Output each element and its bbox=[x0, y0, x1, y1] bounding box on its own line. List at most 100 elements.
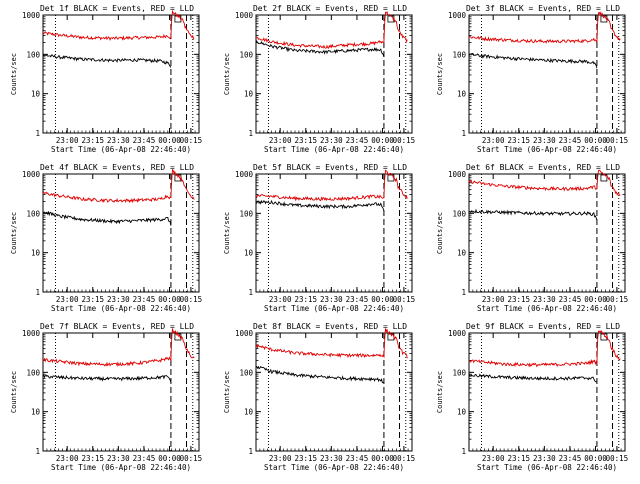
panel-det-6: Det 6f BLACK = Events, RED = LLD 1 10 100 10… bbox=[436, 163, 628, 313]
y-tick-label: 10 bbox=[457, 408, 467, 417]
panel-det-4: Det 4f BLACK = Events, RED = LLD 1 10 100 10… bbox=[10, 163, 202, 313]
plot-frame bbox=[255, 14, 413, 134]
panel-title: Det 4f BLACK = Events, RED = LLD bbox=[40, 163, 194, 172]
x-tick-label: 23:30 bbox=[533, 136, 556, 145]
panel-title: Det 9f BLACK = Events, RED = LLD bbox=[466, 322, 620, 331]
panel-det-9: Det 9f BLACK = Events, RED = LLD 1 10 100 10… bbox=[436, 322, 628, 472]
x-tick-label: 23:30 bbox=[533, 295, 556, 304]
y-tick-label: 1 bbox=[248, 447, 253, 456]
y-tick-label: 10 bbox=[31, 408, 41, 417]
panel-det-8: Det 8f BLACK = Events, RED = LLD 1 10 100 10… bbox=[223, 322, 415, 472]
x-tick-label: 00:15 bbox=[393, 136, 416, 145]
x-tick-label: 23:45 bbox=[559, 454, 582, 463]
plot-frame bbox=[42, 332, 200, 452]
x-tick-label: 00:00 bbox=[371, 454, 394, 463]
x-axis-label: Start Time (06-Apr-08 22:46:40) bbox=[51, 463, 191, 472]
y-tick-label: 100 bbox=[26, 50, 40, 59]
x-tick-label: 23:15 bbox=[507, 295, 530, 304]
x-axis-label: Start Time (06-Apr-08 22:46:40) bbox=[264, 304, 404, 313]
x-tick-label: 23:45 bbox=[559, 136, 582, 145]
panel-det-3: Det 3f BLACK = Events, RED = LLD 1 10 100 10… bbox=[436, 4, 628, 154]
y-tick-label: 1 bbox=[248, 288, 253, 297]
plot-frame bbox=[468, 332, 626, 452]
y-axis-label: Counts/sec bbox=[223, 212, 231, 254]
x-tick-label: 23:30 bbox=[107, 136, 130, 145]
x-tick-label: 00:15 bbox=[606, 295, 629, 304]
series-events-line bbox=[468, 208, 598, 221]
series-events-line bbox=[42, 374, 172, 383]
series-lld-line bbox=[468, 330, 621, 368]
y-axis-label: Counts/sec bbox=[10, 371, 18, 413]
x-tick-label: 23:30 bbox=[107, 295, 130, 304]
panel-title: Det 8f BLACK = Events, RED = LLD bbox=[253, 322, 407, 331]
x-tick-label: 23:00 bbox=[56, 295, 79, 304]
series-events-line bbox=[42, 54, 172, 68]
y-axis-label: Counts/sec bbox=[223, 371, 231, 413]
x-tick-label: 23:00 bbox=[56, 136, 79, 145]
y-tick-label: 100 bbox=[239, 209, 253, 218]
y-tick-label: 1000 bbox=[448, 329, 467, 338]
series-lld-line bbox=[42, 328, 195, 368]
y-tick-label: 1 bbox=[461, 129, 466, 138]
series-events-line bbox=[468, 52, 598, 69]
plot-frame bbox=[468, 14, 626, 134]
x-tick-label: 23:00 bbox=[482, 295, 505, 304]
series-events-line bbox=[42, 210, 172, 226]
series-events-line bbox=[255, 199, 385, 212]
x-tick-label: 00:15 bbox=[606, 136, 629, 145]
x-tick-label: 00:15 bbox=[606, 454, 629, 463]
y-axis-label: Counts/sec bbox=[436, 53, 444, 95]
x-tick-label: 23:00 bbox=[269, 295, 292, 304]
panel-title: Det 3f BLACK = Events, RED = LLD bbox=[466, 4, 620, 13]
y-tick-label: 1000 bbox=[448, 11, 467, 20]
y-tick-label: 10 bbox=[457, 249, 467, 258]
x-tick-label: 23:30 bbox=[107, 454, 130, 463]
x-tick-label: 23:30 bbox=[320, 295, 343, 304]
series-lld-line bbox=[255, 10, 408, 49]
series-lld-line bbox=[468, 11, 621, 44]
x-tick-label: 00:15 bbox=[180, 295, 203, 304]
y-tick-label: 1000 bbox=[22, 170, 41, 179]
y-tick-label: 10 bbox=[31, 90, 41, 99]
y-axis-label: Counts/sec bbox=[10, 53, 18, 95]
x-tick-label: 00:00 bbox=[584, 454, 607, 463]
x-tick-label: 23:45 bbox=[346, 136, 369, 145]
y-tick-label: 1 bbox=[35, 447, 40, 456]
series-events-line bbox=[468, 373, 598, 383]
x-tick-label: 23:45 bbox=[133, 295, 156, 304]
plot-frame bbox=[255, 173, 413, 293]
x-tick-label: 23:30 bbox=[320, 136, 343, 145]
x-axis-label: Start Time (06-Apr-08 22:46:40) bbox=[51, 304, 191, 313]
x-axis-label: Start Time (06-Apr-08 22:46:40) bbox=[51, 145, 191, 154]
x-axis-label: Start Time (06-Apr-08 22:46:40) bbox=[477, 304, 617, 313]
plot-frame bbox=[468, 173, 626, 293]
y-tick-label: 1000 bbox=[235, 170, 254, 179]
y-tick-label: 1 bbox=[35, 129, 40, 138]
y-tick-label: 100 bbox=[452, 50, 466, 59]
y-tick-label: 1 bbox=[248, 129, 253, 138]
x-tick-label: 00:00 bbox=[584, 136, 607, 145]
x-axis-label: Start Time (06-Apr-08 22:46:40) bbox=[264, 145, 404, 154]
series-lld-line bbox=[42, 9, 195, 41]
y-tick-label: 100 bbox=[26, 368, 40, 377]
plot-frame bbox=[42, 14, 200, 134]
x-tick-label: 00:15 bbox=[180, 136, 203, 145]
y-tick-label: 1 bbox=[35, 288, 40, 297]
panel-det-1: Det 1f BLACK = Events, RED = LLD 1 10 100 10… bbox=[10, 4, 202, 154]
x-tick-label: 00:15 bbox=[180, 454, 203, 463]
x-tick-label: 23:15 bbox=[81, 136, 104, 145]
y-tick-label: 10 bbox=[244, 249, 254, 258]
saa-marker bbox=[600, 15, 608, 23]
x-tick-label: 23:00 bbox=[56, 454, 79, 463]
panel-title: Det 2f BLACK = Events, RED = LLD bbox=[253, 4, 407, 13]
series-events-line bbox=[255, 39, 385, 58]
x-tick-label: 23:45 bbox=[133, 454, 156, 463]
x-tick-label: 23:00 bbox=[482, 136, 505, 145]
x-tick-label: 00:00 bbox=[158, 136, 181, 145]
x-tick-label: 23:45 bbox=[133, 136, 156, 145]
y-tick-label: 1 bbox=[461, 288, 466, 297]
y-axis-label: Counts/sec bbox=[10, 212, 18, 254]
x-tick-label: 00:15 bbox=[393, 454, 416, 463]
x-tick-label: 23:45 bbox=[559, 295, 582, 304]
panel-det-7: Det 7f BLACK = Events, RED = LLD 1 10 100 10… bbox=[10, 322, 202, 472]
